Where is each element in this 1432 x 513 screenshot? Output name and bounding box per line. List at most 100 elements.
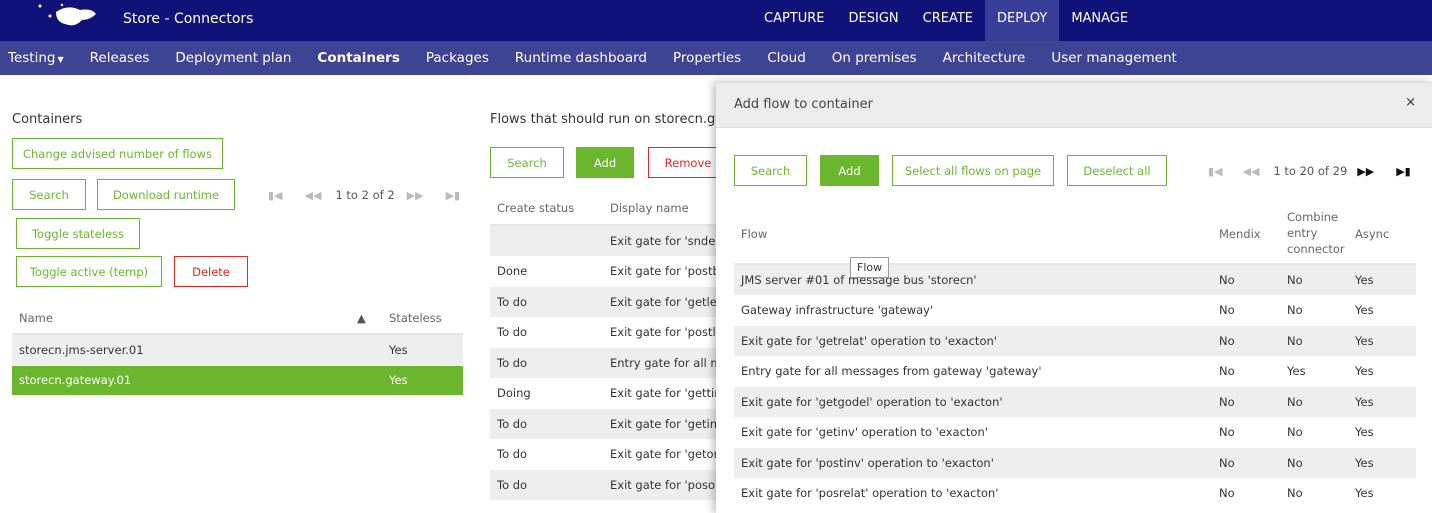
display-name: Exit gate for 'getor'	[610, 447, 720, 462]
nav-item-label: Properties	[672, 50, 742, 66]
prev-page-icon[interactable]: ◀◀	[304, 188, 322, 202]
top-tab-capture[interactable]: CAPTURE	[764, 11, 825, 26]
mendix: No	[1219, 394, 1235, 409]
top-bar: Store - Connectors CAPTURE DESIGN CREATE DE…	[0, 0, 1432, 41]
deselect-all-button[interactable]: Deselect all	[1067, 155, 1167, 186]
select-all-flows-button[interactable]: Select all flows on page	[892, 155, 1054, 186]
column-header-name[interactable]: Name	[19, 311, 53, 325]
column-header-flow[interactable]: Flow	[741, 227, 768, 241]
mendix: No	[1219, 333, 1235, 348]
nav-item-on-premises[interactable]: On premises	[819, 50, 930, 66]
flows-remove-button[interactable]: Remove	[648, 147, 728, 178]
flows-search-button[interactable]: Search	[490, 147, 564, 178]
table-row[interactable]: JMS server #01 of message bus 'storecn' N…	[734, 265, 1416, 296]
containers-table: Name ▲ Stateless storecn.jms-server.01 Ye…	[12, 305, 463, 396]
top-tab-deploy[interactable]: DEPLOY	[985, 0, 1060, 41]
close-icon[interactable]: ×	[1405, 95, 1416, 110]
flow-name: Gateway infrastructure 'gateway'	[741, 303, 934, 318]
flow-name: Exit gate for 'postinv' operation to 'ex…	[741, 455, 994, 470]
table-row[interactable]: Exit gate for 'getgodel' operation to 'e…	[734, 387, 1416, 418]
nav-item-releases[interactable]: Releases	[77, 50, 163, 66]
column-header-display-name[interactable]: Display name	[610, 201, 689, 215]
table-row[interactable]: Exit gate for 'getrelat' operation to 'e…	[734, 326, 1416, 357]
last-page-icon[interactable]: ▶▮	[445, 188, 461, 202]
nav-item-label: User management	[1051, 50, 1177, 66]
download-runtime-button[interactable]: Download runtime	[97, 179, 235, 210]
delete-button[interactable]: Delete	[174, 256, 248, 287]
flow-name: Exit gate for 'getgodel' operation to 'e…	[741, 394, 1003, 409]
create-status: To do	[497, 355, 528, 370]
nav-item-label: Architecture	[942, 50, 1026, 66]
combine-entry-connector: No	[1287, 303, 1303, 318]
mendix: No	[1219, 272, 1235, 287]
caret-down-icon: ▼	[57, 55, 64, 64]
nav-item-runtime-dashboard[interactable]: Runtime dashboard	[502, 50, 660, 66]
nav-item-containers[interactable]: Containers	[304, 50, 412, 66]
top-tab-create[interactable]: CREATE	[922, 11, 973, 26]
table-row[interactable]: Done Exit gate for 'postbk	[490, 257, 720, 287]
display-name: Exit gate for 'postle	[610, 325, 720, 340]
last-page-icon[interactable]: ▶▮	[1396, 164, 1411, 178]
table-row[interactable]: To do Exit gate for 'getlea	[490, 287, 720, 318]
mendix: No	[1219, 303, 1235, 318]
first-page-icon[interactable]: ▮◀	[268, 188, 283, 202]
table-row[interactable]: To do Exit gate for 'posorc	[490, 470, 720, 501]
toggle-active-button[interactable]: Toggle active (temp)	[16, 256, 162, 287]
table-row[interactable]: Gateway infrastructure 'gateway' No No Yes	[734, 296, 1416, 326]
flows-title: Flows that should run on storecn.ga	[490, 112, 724, 127]
containers-search-button[interactable]: Search	[12, 179, 86, 210]
column-header-async[interactable]: Async	[1355, 227, 1390, 241]
nav-item-label: Releases	[89, 50, 150, 66]
flows-add-button[interactable]: Add	[576, 147, 634, 178]
dialog-search-button[interactable]: Search	[734, 155, 807, 186]
table-row[interactable]: To do Exit gate for 'postle	[490, 318, 720, 348]
async: Yes	[1355, 455, 1374, 470]
column-header-create-status[interactable]: Create status	[497, 201, 575, 215]
dialog-pager-text: 1 to 20 of 29	[1273, 164, 1348, 178]
top-tab-manage[interactable]: MANAGE	[1071, 11, 1129, 26]
display-name: Exit gate for 'getinv	[610, 416, 720, 431]
table-row[interactable]: storecn.jms-server.01 Yes	[12, 335, 463, 366]
dialog-add-button[interactable]: Add	[820, 155, 879, 186]
nav-item-packages[interactable]: Packages	[413, 50, 502, 66]
table-row[interactable]: Exit gate for 'sndem	[490, 226, 720, 257]
table-row[interactable]: To do Exit gate for 'getor'	[490, 440, 720, 470]
next-page-icon[interactable]: ▶▶	[406, 188, 424, 202]
table-row[interactable]: Exit gate for 'posrelat' operation to 'e…	[734, 479, 1416, 509]
table-row[interactable]: Exit gate for 'getinv' operation to 'exa…	[734, 418, 1416, 448]
nav-item-user-management[interactable]: User management	[1038, 50, 1190, 66]
table-row[interactable]: Entry gate for all messages from gateway…	[734, 357, 1416, 387]
nav-item-label: Testing	[8, 50, 56, 66]
first-page-icon[interactable]: ▮◀	[1208, 164, 1223, 178]
change-advised-flows-button[interactable]: Change advised number of flows	[12, 138, 223, 169]
toggle-stateless-button[interactable]: Toggle stateless	[16, 218, 140, 249]
next-page-icon[interactable]: ▶▶	[1357, 164, 1375, 178]
mendix: No	[1219, 455, 1235, 470]
nav-item-testing[interactable]: Testing ▼	[0, 50, 77, 66]
nav-item-label: On premises	[831, 50, 917, 66]
prev-page-icon[interactable]: ◀◀	[1242, 164, 1260, 178]
nav-item-deployment-plan[interactable]: Deployment plan	[162, 50, 304, 66]
flow-name: Entry gate for all messages from gateway…	[741, 364, 1042, 379]
table-row[interactable]: To do Exit gate for 'getinv	[490, 409, 720, 440]
column-header-mendix[interactable]: Mendix	[1219, 227, 1261, 241]
combine-entry-connector: No	[1287, 486, 1303, 501]
mendix: No	[1219, 486, 1235, 501]
column-header-stateless[interactable]: Stateless	[389, 311, 442, 325]
container-stateless: Yes	[389, 373, 408, 388]
containers-title: Containers	[12, 112, 83, 127]
table-row[interactable]: storecn.gateway.01 Yes	[12, 365, 463, 396]
platypus-logo-icon	[38, 3, 96, 26]
table-row[interactable]: Doing Exit gate for 'gettinl	[490, 379, 720, 409]
container-name: storecn.jms-server.01	[19, 342, 144, 357]
display-name: Exit gate for 'postbk	[610, 264, 720, 279]
nav-item-properties[interactable]: Properties	[660, 50, 754, 66]
mendix: No	[1219, 364, 1235, 379]
sort-ascending-icon[interactable]: ▲	[357, 311, 366, 325]
table-row[interactable]: Exit gate for 'postinv' operation to 'ex…	[734, 448, 1416, 479]
table-row[interactable]: To do Entry gate for all me	[490, 348, 720, 379]
nav-item-cloud[interactable]: Cloud	[754, 50, 819, 66]
column-header-combine-entry-connector[interactable]: Combine entry connector	[1287, 210, 1345, 256]
top-tab-design[interactable]: DESIGN	[848, 11, 899, 26]
nav-item-architecture[interactable]: Architecture	[930, 50, 1039, 66]
